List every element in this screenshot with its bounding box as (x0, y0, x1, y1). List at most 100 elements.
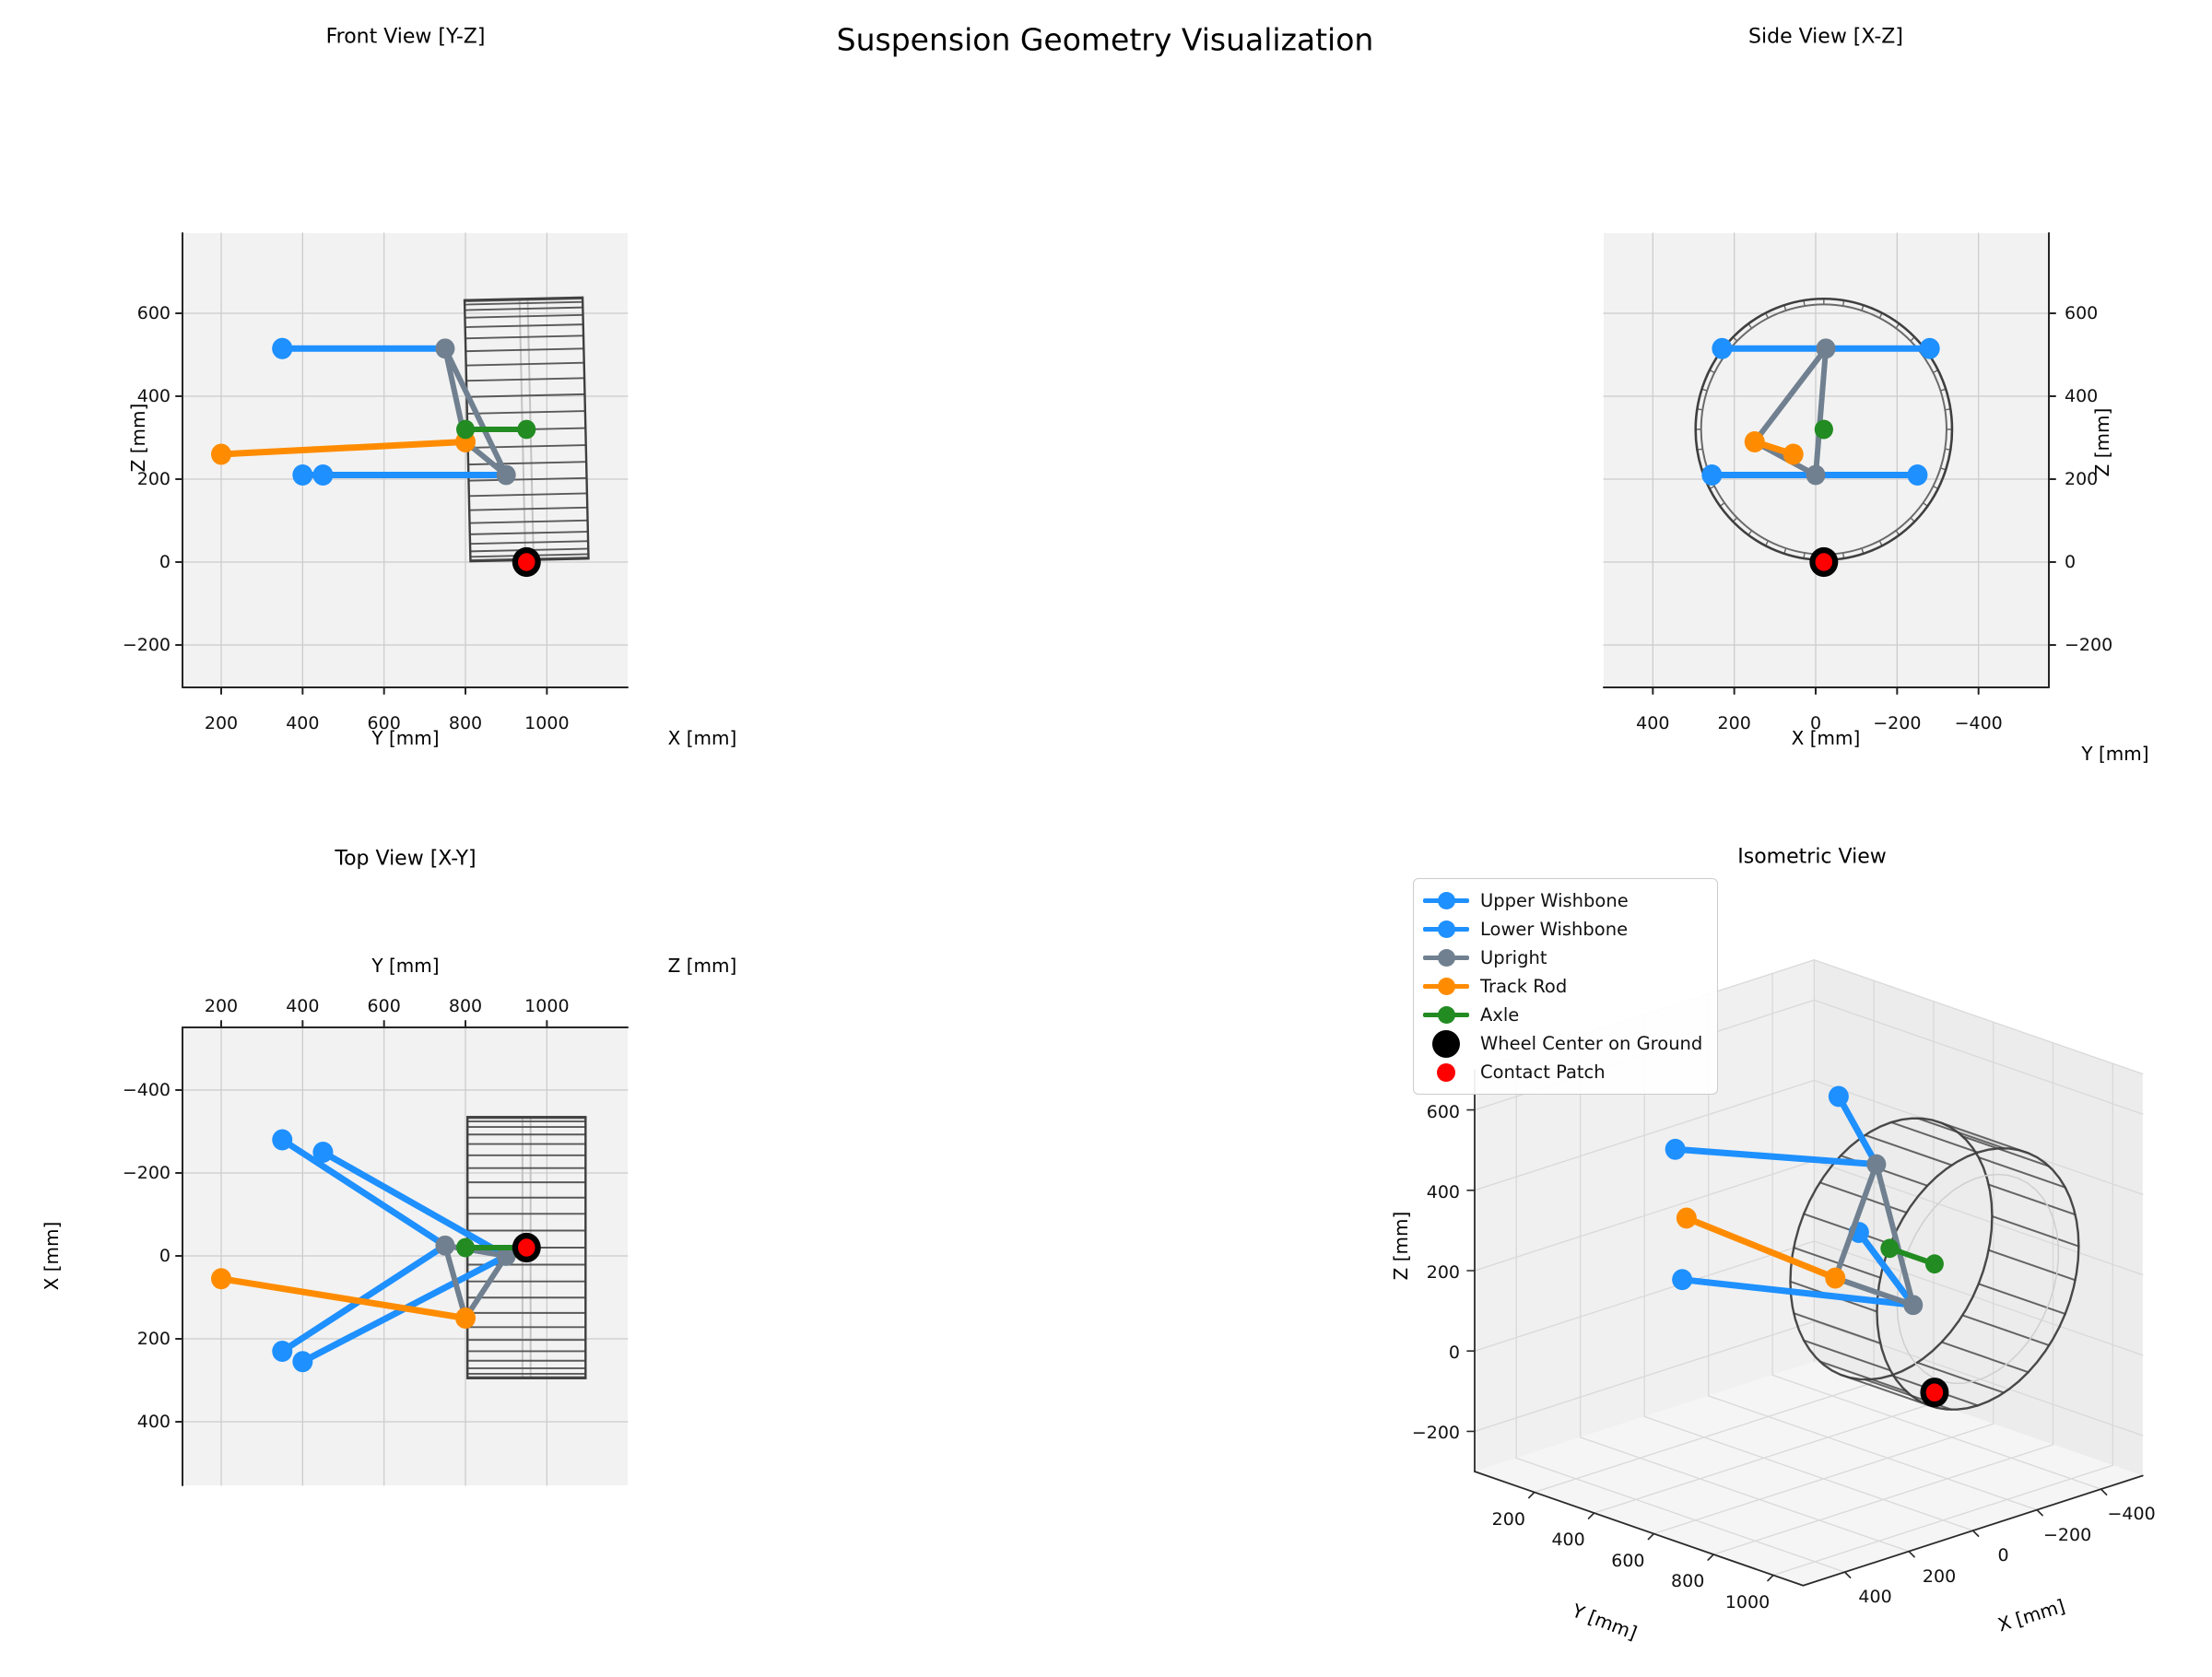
legend-item-upper-wishbone: Upper Wishbone (1423, 886, 1702, 915)
front-xaxis-label2: X [mm] (667, 727, 737, 749)
front-upright (435, 338, 516, 486)
side-xtick--400: −400 (1954, 713, 2003, 733)
front-spines (175, 232, 629, 695)
iso-view-panel (1466, 959, 2144, 1587)
iso-axle (1880, 1238, 1944, 1274)
top-view-grid (182, 1026, 629, 1486)
front-xtick-600: 600 (367, 713, 401, 733)
top-track-rod (211, 1268, 477, 1329)
side-xaxis-label: X [mm] (1791, 727, 1861, 749)
iso-ytick-800: 800 (1671, 1571, 1705, 1591)
iso-xtick--400: −400 (2107, 1504, 2156, 1525)
side-xaxis-label2: Y [mm] (2081, 743, 2149, 765)
front-ytick-400: 400 (136, 386, 171, 406)
top-view-panel (182, 1026, 629, 1486)
iso-view-title: Isometric View (1737, 845, 1887, 869)
legend-swatch-icon (1423, 892, 1469, 909)
legend-swatch-icon (1423, 1062, 1469, 1082)
front-ytick-600: 600 (136, 303, 171, 323)
front-xtick-400: 400 (286, 713, 320, 733)
side-xtick-400: 400 (1636, 713, 1670, 733)
top-contact-patch-marker (514, 1235, 539, 1261)
iso-xtick--200: −200 (2042, 1524, 2092, 1545)
front-view-title: Front View [Y-Z] (325, 25, 486, 49)
legend-label: Lower Wishbone (1480, 919, 1629, 940)
iso-track-rod (1676, 1207, 1846, 1289)
iso-xtick-200: 200 (1922, 1566, 1957, 1587)
iso-contact-patch-marker (1923, 1380, 1947, 1405)
iso-ytick-400: 400 (1551, 1530, 1585, 1550)
side-ytick--200: −200 (2065, 635, 2113, 655)
top-ytick--200: −200 (122, 1163, 171, 1183)
legend-swatch-icon (1423, 1006, 1469, 1024)
top-spines (175, 1020, 629, 1486)
legend-item-track-rod: Track Rod (1423, 972, 1702, 1001)
top-xaxis-label2: Z [mm] (667, 955, 737, 977)
front-xtick-1000: 1000 (524, 713, 570, 733)
iso-ztick--200: −200 (1411, 1423, 1460, 1444)
iso-zaxis-label: Z [mm] (1390, 1211, 1412, 1281)
top-ytick-200: 200 (136, 1329, 171, 1349)
top-upright (435, 1235, 516, 1321)
front-ytick-0: 0 (159, 552, 171, 572)
iso-xtick-400: 400 (1858, 1587, 1892, 1608)
legend-label: Wheel Center on Ground (1480, 1033, 1703, 1054)
iso-ztick-600: 600 (1426, 1101, 1460, 1122)
top-xtick-200: 200 (204, 996, 239, 1016)
side-spines (1603, 232, 2056, 695)
side-xtick-0: 0 (1809, 713, 1822, 733)
side-view-title: Side View [X-Z] (1748, 25, 1903, 49)
side-ytick-600: 600 (2065, 303, 2099, 323)
legend-swatch-icon (1423, 1029, 1469, 1058)
legend-label: Upright (1480, 947, 1547, 968)
iso-ztick-400: 400 (1426, 1181, 1460, 1202)
front-yaxis-label: Z [mm] (127, 403, 149, 473)
legend-item-axle: Axle (1423, 1001, 1702, 1029)
legend-swatch-icon (1423, 921, 1469, 938)
legend-item-wheel-center-on-ground: Wheel Center on Ground (1423, 1029, 1702, 1058)
top-ytick-0: 0 (159, 1246, 171, 1266)
legend-label: Track Rod (1480, 976, 1568, 997)
side-xtick--200: −200 (1873, 713, 1922, 733)
iso-ztick-200: 200 (1426, 1262, 1460, 1283)
front-wheel-mesh (463, 296, 590, 563)
front-view-panel (182, 232, 629, 688)
top-ytick-400: 400 (136, 1412, 171, 1432)
front-contact-patch-marker (514, 549, 539, 575)
top-xtick-400: 400 (286, 996, 320, 1016)
iso-ytick-200: 200 (1491, 1508, 1525, 1530)
front-ytick-200: 200 (136, 469, 171, 489)
top-view-title: Top View [X-Y] (335, 847, 477, 871)
side-contact-patch-marker (1812, 549, 1836, 575)
side-ytick-400: 400 (2065, 386, 2099, 406)
legend-item-lower-wishbone: Lower Wishbone (1423, 915, 1702, 944)
front-xtick-200: 200 (204, 713, 239, 733)
front-ytick--200: −200 (122, 635, 171, 655)
front-xtick-800: 800 (448, 713, 483, 733)
top-xtick-1000: 1000 (524, 996, 570, 1016)
iso-ztick-0: 0 (1448, 1343, 1460, 1364)
legend-item-contact-patch: Contact Patch (1423, 1058, 1702, 1086)
legend-item-upright: Upright (1423, 944, 1702, 972)
figure-title: Suspension Geometry Visualization (836, 21, 1374, 58)
side-xtick-200: 200 (1717, 713, 1751, 733)
top-ytick--400: −400 (122, 1080, 171, 1100)
legend-swatch-icon (1423, 978, 1469, 995)
legend-label: Upper Wishbone (1480, 890, 1629, 911)
side-ytick-200: 200 (2065, 469, 2099, 489)
top-xaxis-label: Y [mm] (371, 955, 440, 977)
side-track-rod (1744, 431, 1804, 465)
legend: Upper Wishbone Lower Wishbone Upright Track… (1413, 878, 1719, 1095)
front-xaxis-label: Y [mm] (371, 727, 440, 749)
legend-swatch-icon (1423, 949, 1469, 967)
side-view-panel (1603, 232, 2050, 688)
iso-ytick-1000: 1000 (1724, 1591, 1771, 1612)
iso-upright (1832, 1154, 1924, 1316)
side-ytick-0: 0 (2065, 552, 2077, 572)
legend-label: Axle (1480, 1004, 1520, 1026)
legend-label: Contact Patch (1480, 1061, 1606, 1083)
top-xtick-600: 600 (367, 996, 401, 1016)
front-axle (456, 419, 536, 440)
